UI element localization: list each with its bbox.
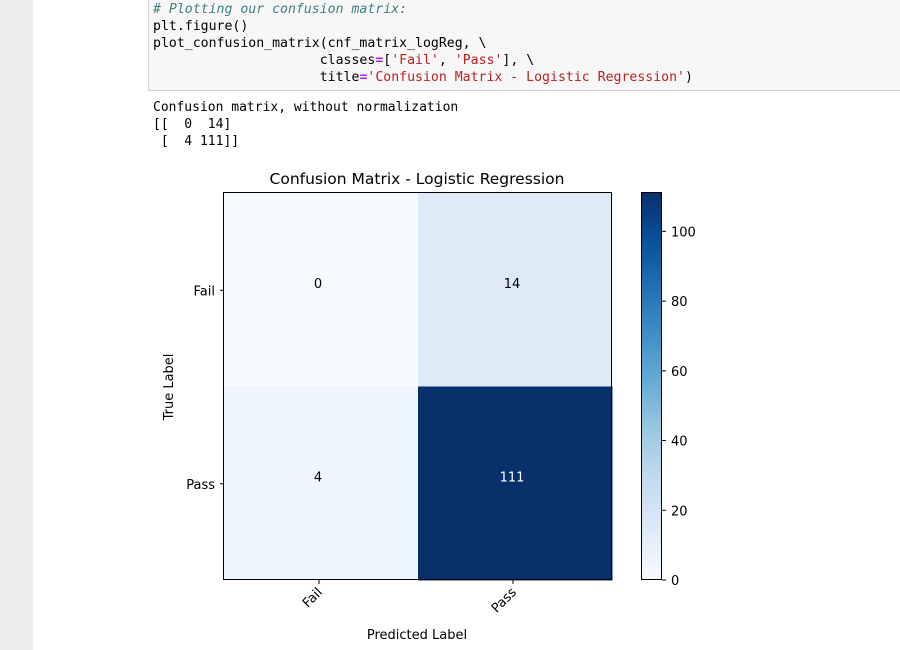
cell-value-label: 14: [504, 277, 521, 292]
colorbar-tick-label: 0: [671, 574, 679, 589]
y-axis-label: True Label: [162, 354, 177, 422]
matrix-cell: [418, 386, 613, 581]
y-tick-label: Fail: [194, 284, 215, 299]
code-line-4: classes=['Fail', 'Pass'], \: [153, 52, 534, 69]
chart-title: Confusion Matrix - Logistic Regression: [270, 170, 565, 188]
code-token: [: [383, 53, 392, 68]
colorbar-tick-label: 100: [671, 225, 696, 240]
code-cell[interactable]: # Plotting our confusion matrix: plt.fig…: [148, 0, 900, 91]
cell-output: Confusion matrix, without normalization …: [153, 99, 458, 150]
code-line-5: title='Confusion Matrix - Logistic Regre…: [153, 69, 693, 86]
code-token: ,: [438, 53, 455, 68]
code-token: ): [684, 70, 693, 85]
x-axis-label: Predicted Label: [367, 628, 467, 643]
code-line-3: plot_confusion_matrix(cnf_matrix_logReg,…: [153, 36, 487, 51]
output-line: [[ 0 14]: [153, 117, 232, 132]
matrix-cell: [224, 193, 419, 387]
cell-value-label: 4: [314, 470, 322, 485]
matrix-cell: [224, 386, 419, 581]
x-tick-label: Pass: [489, 585, 520, 616]
code-string: 'Confusion Matrix - Logistic Regression': [367, 70, 685, 85]
x-tick-label: Fail: [300, 585, 326, 611]
cell-value-label: 0: [314, 277, 322, 292]
code-token: classes: [153, 53, 376, 68]
plot-frame: [223, 192, 612, 580]
code-comment: # Plotting our confusion matrix:: [153, 2, 408, 17]
code-line-1: # Plotting our confusion matrix:: [153, 1, 407, 18]
code-token: title: [153, 70, 360, 85]
cell-value-label: 111: [500, 470, 525, 485]
code-line-2: plt.figure(): [153, 19, 249, 34]
matrix-cell: [418, 193, 613, 387]
y-tick-label: Pass: [186, 478, 215, 493]
code-string: 'Fail': [391, 53, 439, 68]
code-operator: =: [375, 53, 384, 68]
colorbar-tick-label: 40: [671, 435, 688, 450]
colorbar: [641, 192, 662, 580]
code-token: ], \: [502, 53, 535, 68]
code-string: 'Pass': [454, 53, 503, 68]
output-line: [ 4 111]]: [153, 134, 240, 149]
colorbar-tick-label: 20: [671, 504, 688, 519]
colorbar-tick-label: 60: [671, 365, 688, 380]
output-line: Confusion matrix, without normalization: [153, 100, 459, 115]
colorbar-tick-label: 80: [671, 295, 688, 310]
code-operator: =: [359, 70, 368, 85]
